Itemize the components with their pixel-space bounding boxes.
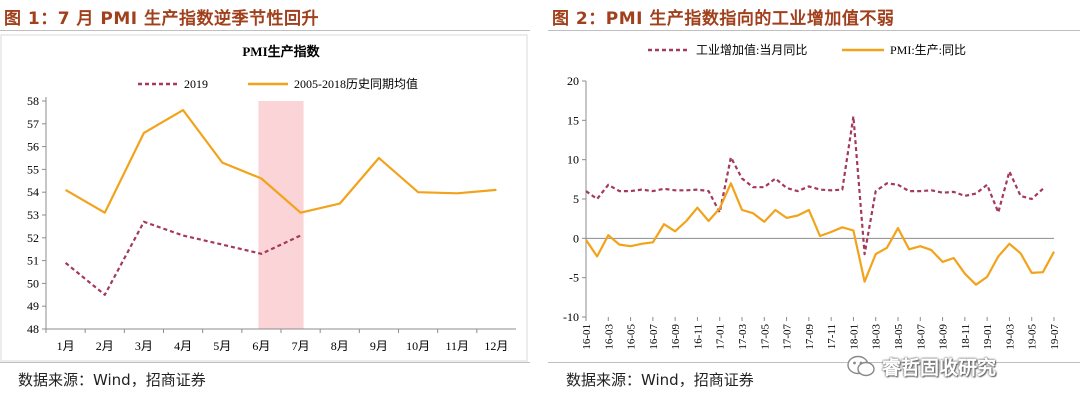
y-tick-label: 54 <box>27 185 39 199</box>
x-tick-label: 10月 <box>406 339 430 353</box>
x-tick-label: 8月 <box>331 339 349 353</box>
x-tick-label: 6月 <box>252 339 270 353</box>
figure-1-source: 数据来源：Wind，招商证券 <box>18 371 206 389</box>
wechat-icon <box>847 355 875 377</box>
x-tick-label: 2月 <box>96 339 114 353</box>
x-tick-label: 19-03 <box>1004 324 1016 350</box>
x-tick-label: 17-03 <box>737 324 749 350</box>
legend-item: 2019 <box>138 77 208 91</box>
y-tick-label: 15 <box>567 113 579 127</box>
x-tick-label: 4月 <box>174 339 192 353</box>
y-tick-label: 48 <box>27 322 39 336</box>
x-tick-label: 16-11 <box>692 324 704 349</box>
series-line-2019 <box>64 220 302 296</box>
legend-label: PMI:生产:同比 <box>890 43 966 57</box>
x-tick-label: 18-07 <box>915 324 927 350</box>
x-tick-label: 18-05 <box>893 324 905 350</box>
y-tick-label: 49 <box>27 299 39 313</box>
x-tick-label: 7月 <box>292 339 310 353</box>
x-tick-label: 16-07 <box>648 324 660 350</box>
legend-label: 工业增加值:当月同比 <box>696 42 807 57</box>
industrial-value-chart: 工业增加值:当月同比 PMI:生产:同比 -10 -5 0 5 10 15 20 16-01 16-… <box>563 42 1061 350</box>
y-tick-label: -5 <box>569 271 579 285</box>
y-tick-label: 5 <box>573 192 579 206</box>
y-tick-label: 58 <box>27 94 39 108</box>
right-panel: 图 2：PMI 生产指数指向的工业增加值不弱 工业增加值:当月同比 PMI:生产:… <box>548 0 1080 406</box>
source-rule <box>548 362 1080 363</box>
x-tick-label: 9月 <box>370 339 388 353</box>
x-tick-label: 17-09 <box>804 324 816 350</box>
legend-item: PMI:生产:同比 <box>842 43 966 57</box>
x-tick-label: 16-05 <box>626 324 638 350</box>
watermark-text: 睿哲固收研究 <box>882 356 997 379</box>
x-tick-label: 18-11 <box>960 324 972 349</box>
x-tick-label: 16-01 <box>581 324 593 350</box>
x-tick-label: 11月 <box>445 339 469 353</box>
x-tick-label: 17-11 <box>826 324 838 349</box>
highlight-band <box>258 101 304 329</box>
x-tick-label: 16-03 <box>603 324 615 350</box>
chart-border <box>0 34 528 362</box>
y-tick-label: 56 <box>27 140 39 154</box>
pmi-production-chart: PMI生产指数 2019 2005-2018历史同期均值 48 49 50 51 52 53 54… <box>0 34 528 362</box>
chart-title: PMI生产指数 <box>242 44 320 59</box>
x-tick-label: 5月 <box>213 339 231 353</box>
x-tick-label: 19-07 <box>1049 324 1061 350</box>
title-rule <box>0 30 530 31</box>
left-panel: 图 1：7 月 PMI 生产指数逆季节性回升 PMI生产指数 2019 2005-2… <box>0 0 530 406</box>
series-line-industrial-value <box>585 115 1044 256</box>
figure-2-title: 图 2：PMI 生产指数指向的工业增加值不弱 <box>552 9 895 29</box>
x-tick-label: 17-07 <box>782 324 794 350</box>
x-tick-label: 18-09 <box>938 324 950 350</box>
figure-2-source: 数据来源：Wind，招商证券 <box>566 371 754 389</box>
watermark: 睿哲固收研究 <box>846 352 1080 380</box>
legend-label: 2005-2018历史同期均值 <box>294 76 418 91</box>
x-tick-label: 12月 <box>484 339 508 353</box>
x-tick-label: 3月 <box>135 339 153 353</box>
y-tick-label: 10 <box>567 153 579 167</box>
x-tick-label: 18-03 <box>871 324 883 350</box>
series-line-pmi-production-yoy <box>585 182 1055 286</box>
legend-item: 工业增加值:当月同比 <box>648 42 807 57</box>
y-tick-label: 0 <box>573 231 579 245</box>
x-tick-label: 17-05 <box>759 324 771 350</box>
x-tick-label: 16-09 <box>670 324 682 350</box>
x-tick-label: 17-01 <box>715 324 727 350</box>
legend-item: 2005-2018历史同期均值 <box>248 76 418 91</box>
x-tick-label: 18-01 <box>848 324 860 350</box>
figure-1-title: 图 1：7 月 PMI 生产指数逆季节性回升 <box>4 9 320 29</box>
y-tick-label: -10 <box>563 310 579 324</box>
series-line-historical-average <box>65 109 497 214</box>
x-tick-label: 1月 <box>57 339 75 353</box>
x-tick-label: 19-01 <box>982 324 994 350</box>
y-tick-label: 52 <box>27 231 39 245</box>
y-tick-label: 51 <box>27 254 39 268</box>
y-tick-label: 53 <box>27 208 39 222</box>
x-tick-label: 19-05 <box>1027 324 1039 350</box>
source-rule <box>0 362 530 363</box>
y-tick-label: 50 <box>27 276 39 290</box>
y-tick-label: 55 <box>27 162 39 176</box>
y-tick-label: 57 <box>27 117 39 131</box>
legend-label: 2019 <box>184 77 208 91</box>
title-rule <box>548 30 1080 31</box>
y-tick-label: 20 <box>567 74 579 88</box>
